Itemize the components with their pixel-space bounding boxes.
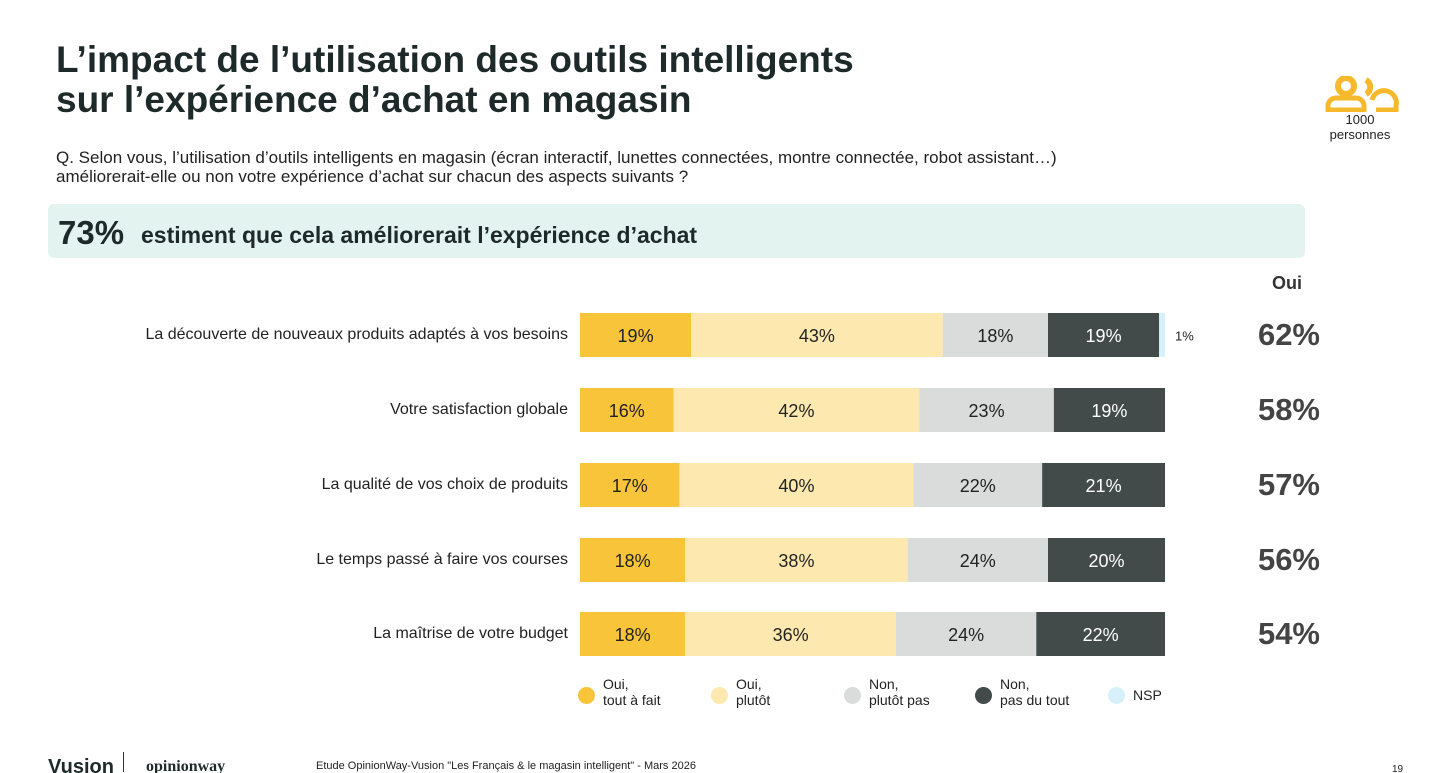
legend-swatch [711, 687, 728, 704]
bar-segment [679, 463, 914, 507]
value-label: 19% [1086, 326, 1122, 346]
bar-segment [691, 313, 943, 357]
legend-label: Oui, plutôt [736, 676, 771, 708]
value-label: 19% [1091, 401, 1127, 421]
title-line: L’impact de l’utilisation des outils int… [56, 39, 854, 80]
highlight-box: 73% estiment que cela améliorerait l’exp… [48, 204, 1305, 258]
highlight-value: 73% [58, 214, 125, 251]
category-label: Le temps passé à faire vos courses [316, 551, 568, 568]
brand: opinionway [146, 758, 226, 773]
legend-label: Non, pas du tout [1000, 676, 1070, 708]
bar-segment [895, 612, 1037, 656]
value-label: 21% [1086, 476, 1122, 496]
bar-segment [580, 388, 674, 432]
value-label: 24% [948, 625, 984, 645]
category-label: La maîtrise de votre budget [373, 625, 568, 642]
bar-segment [673, 388, 920, 432]
value-label: 18% [615, 551, 651, 571]
value-label: 20% [1088, 551, 1124, 571]
sample-size: 1000 [1345, 112, 1375, 127]
value-label: 19% [618, 326, 654, 346]
separator [123, 752, 124, 772]
value-label: 17% [612, 476, 648, 496]
bar-segment [913, 463, 1043, 507]
page-number: 19 [1392, 764, 1404, 773]
people-icon [1325, 76, 1399, 112]
legend-label: Oui, tout à fait [603, 676, 661, 708]
bar-segment [580, 612, 686, 656]
legend-swatch [1108, 687, 1125, 704]
title-line: sur l’expérience d’achat en magasin [56, 79, 692, 120]
source: Etude OpinionWay-Vusion "Les Français & … [316, 760, 696, 772]
value-label: 43% [799, 326, 835, 346]
sample-label: personnes [1329, 127, 1391, 142]
value-label: 22% [960, 476, 996, 496]
total-value: 56% [1258, 542, 1320, 577]
value-label: 38% [778, 551, 814, 571]
question-line: Q. Selon vous, l’utilisation d’outils in… [56, 148, 1057, 167]
totals-header: Oui [1272, 273, 1302, 293]
legend-swatch [975, 687, 992, 704]
bar-segment [1048, 538, 1165, 582]
value-label: 22% [1083, 625, 1119, 645]
question-line: améliorerait-elle ou non votre expérienc… [56, 167, 689, 186]
bar-segment [1048, 313, 1160, 357]
bar-segment [1159, 313, 1165, 357]
bar-segment [685, 538, 908, 582]
title: L’impact de l’utilisation des outils int… [56, 40, 854, 120]
bar-segment [1053, 388, 1165, 432]
bar-segment [919, 388, 1054, 432]
category-label: La qualité de vos choix de produits [322, 476, 568, 493]
highlight-text: estiment que cela améliorerait l’expérie… [141, 222, 698, 248]
brand: Vusion [48, 756, 114, 773]
value-label: 42% [778, 401, 814, 421]
legend-label: Non, plutôt pas [869, 676, 930, 708]
value-label: 23% [969, 401, 1005, 421]
category-label: La découverte de nouveaux produits adapt… [145, 326, 568, 343]
total-value: 57% [1258, 467, 1320, 502]
value-label: 18% [615, 625, 651, 645]
value-label: 36% [773, 625, 809, 645]
bar-segment [580, 538, 686, 582]
bar-segment [580, 463, 680, 507]
bar-segment [685, 612, 896, 656]
category-label: Votre satisfaction globale [390, 401, 568, 418]
value-label: 1% [1175, 328, 1194, 343]
legend-swatch [578, 687, 595, 704]
total-value: 62% [1258, 317, 1320, 352]
legend-swatch [844, 687, 861, 704]
legend-label: NSP [1133, 687, 1162, 703]
value-label: 24% [960, 551, 996, 571]
question: Q. Selon vous, l’utilisation d’outils in… [56, 148, 1057, 186]
value-label: 16% [609, 401, 645, 421]
bar-segment [907, 538, 1048, 582]
bar-segment [942, 313, 1048, 357]
value-label: 18% [977, 326, 1013, 346]
total-value: 58% [1258, 392, 1320, 427]
bar-segment [1042, 463, 1165, 507]
sample: 1000 personnes [1320, 112, 1400, 142]
bar-segment [1036, 612, 1165, 656]
bar-segment [580, 313, 692, 357]
total-value: 54% [1258, 616, 1320, 651]
value-label: 40% [778, 476, 814, 496]
